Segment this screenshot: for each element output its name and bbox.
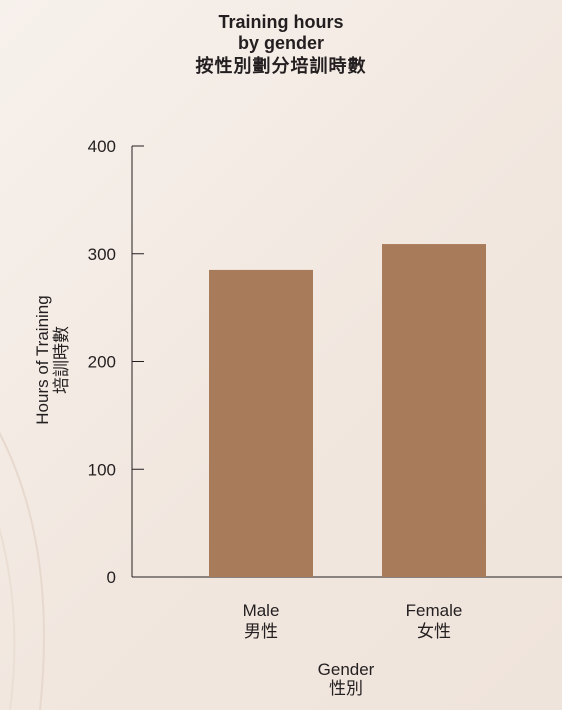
- chart-title: Training hours by gender 按性別劃分培訓時數: [0, 12, 562, 78]
- x-tick-label-zh: 女性: [417, 622, 451, 641]
- chart-title-line1: Training hours: [218, 12, 344, 32]
- bar: [209, 269, 313, 577]
- x-axis-label-zh: 性別: [329, 679, 363, 698]
- x-axis-label-en: Gender: [317, 660, 375, 679]
- x-tick-label-zh: 男性: [244, 622, 278, 641]
- y-tick-label: 100: [88, 460, 116, 479]
- x-tick-label: Male: [243, 601, 280, 620]
- y-axis-label-en: Hours of Training: [33, 295, 52, 425]
- chart-title-line3: 按性別劃分培訓時數: [195, 56, 367, 76]
- y-axis-label: Hours of Training 培訓時數: [33, 260, 71, 460]
- y-axis-label-zh: 培訓時數: [52, 326, 71, 394]
- y-tick-label: 400: [88, 137, 116, 156]
- chart-title-line2: by gender: [237, 33, 325, 53]
- y-tick-label: 300: [88, 245, 116, 264]
- y-tick-label: 200: [88, 353, 116, 372]
- x-tick-label: Female: [406, 601, 463, 620]
- y-tick-label: 0: [107, 568, 116, 587]
- bar: [382, 244, 486, 578]
- x-axis-label: Gender 性別: [0, 660, 562, 698]
